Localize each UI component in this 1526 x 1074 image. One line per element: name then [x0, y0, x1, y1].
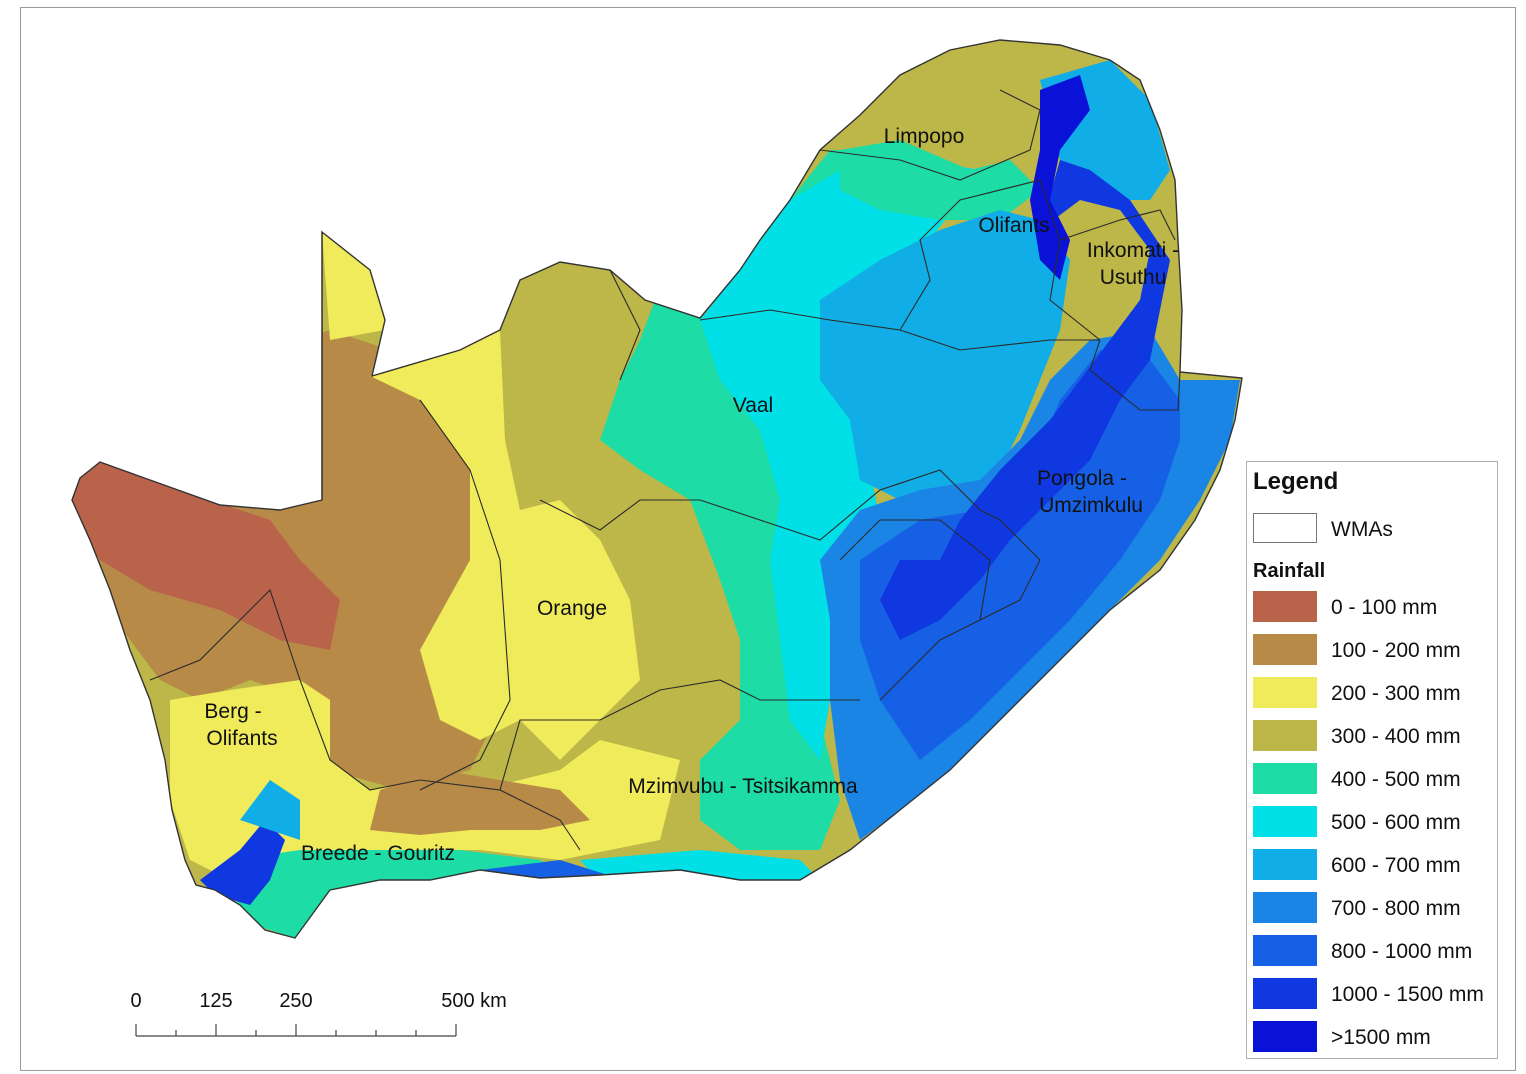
rainfall-class: 100 - 200 mm	[1253, 634, 1497, 668]
rainfall-class-label: 300 - 400 mm	[1331, 725, 1461, 748]
rainfall-class-label: 700 - 800 mm	[1331, 897, 1461, 920]
wma-boundary	[819, 89, 1041, 181]
wma-label-vaal: Vaal	[733, 394, 773, 417]
rainfall-swatch	[1253, 591, 1317, 622]
wma-boundary	[419, 399, 511, 791]
wma-label-inkomati-line2: Usuthu	[1100, 266, 1167, 289]
zone-500-600	[700, 150, 1000, 760]
zone-over-1500-ne	[1030, 75, 1090, 280]
wma-label-inkomati-line1: Inkomati -	[1087, 239, 1179, 262]
map-frame	[20, 7, 1516, 1071]
wma-label-limpopo: Limpopo	[884, 125, 965, 148]
rainfall-class-label: 500 - 600 mm	[1331, 811, 1461, 834]
scale-label-250: 250	[279, 990, 313, 1012]
rainfall-swatch	[1253, 634, 1317, 665]
zone-800-1000	[860, 350, 1180, 760]
scale-ruler	[135, 1024, 457, 1037]
rainfall-class: 400 - 500 mm	[1253, 763, 1497, 797]
rainfall-class: 700 - 800 mm	[1253, 892, 1497, 926]
wma-label-berg-line1: Berg -	[204, 700, 261, 723]
wma-boundary	[609, 269, 641, 381]
rainfall-class: 300 - 400 mm	[1253, 720, 1497, 754]
wma-entry-label: WMAs	[1331, 518, 1393, 541]
wma-label-mzimvubu: Mzimvubu - Tsitsikamma	[628, 775, 858, 798]
wma-label-orange: Orange	[537, 597, 607, 620]
rainfall-class: 200 - 300 mm	[1253, 677, 1497, 711]
rainfall-class: 500 - 600 mm	[1253, 806, 1497, 840]
zone-200-300-nw	[322, 232, 385, 340]
wma-boundary	[899, 179, 1101, 341]
rainfall-swatch	[1253, 1021, 1317, 1052]
rainfall-title: Rainfall	[1253, 560, 1326, 582]
rainfall-swatch	[1253, 892, 1317, 923]
zone-1000-1500-cape	[200, 820, 285, 905]
zone-0-100	[72, 440, 340, 650]
zone-100-200-karoo	[370, 770, 590, 835]
rainfall-swatch	[1253, 935, 1317, 966]
country-outline	[71, 39, 1243, 939]
wma-boundary	[839, 519, 991, 701]
rainfall-swatch	[1253, 763, 1317, 794]
rainfall-class-label: 100 - 200 mm	[1331, 639, 1461, 662]
wma-label-pongola-line1: Pongola -	[1037, 467, 1127, 490]
wma-label-berg-line2: Olifants	[206, 727, 277, 750]
zone-300-400-north	[880, 50, 1060, 170]
zone-200-300-central	[370, 330, 640, 760]
wma-boundary	[1059, 209, 1176, 241]
rainfall-swatch	[1253, 849, 1317, 880]
wma-boundary	[1089, 339, 1181, 411]
scale-label-0: 0	[130, 990, 142, 1012]
wma-boundary	[499, 789, 581, 851]
rainfall-swatch	[1253, 978, 1317, 1009]
wma-boundaries	[149, 89, 1181, 851]
rainfall-class: 600 - 700 mm	[1253, 849, 1497, 883]
rainfall-class-label: 600 - 700 mm	[1331, 854, 1461, 877]
rainfall-class-label: 1000 - 1500 mm	[1331, 983, 1484, 1006]
rainfall-class: >1500 mm	[1253, 1021, 1497, 1055]
rainfall-class: 1000 - 1500 mm	[1253, 978, 1497, 1012]
legend-title: Legend	[1253, 468, 1339, 495]
wma-label-pongola-line2: Umzimkulu	[1039, 494, 1143, 517]
wma-boundary	[539, 469, 981, 541]
rainfall-class: 800 - 1000 mm	[1253, 935, 1497, 969]
zone-400-500-north	[840, 140, 1040, 220]
rainfall-class-label: 400 - 500 mm	[1331, 768, 1461, 791]
wma-boundary	[979, 509, 1041, 621]
rainfall-class-label: 0 - 100 mm	[1331, 596, 1438, 619]
rainfall-class-label: 800 - 1000 mm	[1331, 940, 1473, 963]
scale-bar: 0 125 250 500 km	[120, 990, 540, 1050]
scale-label-125: 125	[199, 990, 233, 1012]
rainfall-class-label: >1500 mm	[1331, 1026, 1431, 1049]
map-legend: Legend WMAs Rainfall 0 - 100 mm 100 - 20…	[1246, 461, 1498, 1059]
rainfall-class: 0 - 100 mm	[1253, 591, 1497, 625]
zone-600-700-cape	[240, 780, 300, 840]
rainfall-swatch	[1253, 806, 1317, 837]
zone-400-500	[600, 150, 900, 850]
wma-swatch	[1253, 513, 1317, 543]
zone-1000-1500	[880, 160, 1170, 640]
zone-600-700	[820, 210, 1070, 500]
scale-label-500: 500 km	[441, 990, 507, 1012]
rainfall-class-label: 200 - 300 mm	[1331, 682, 1461, 705]
rainfall-swatch	[1253, 720, 1317, 751]
wma-label-breede: Breede - Gouritz	[301, 842, 455, 865]
wma-label-olifants: Olifants	[978, 214, 1049, 237]
rainfall-swatch	[1253, 677, 1317, 708]
